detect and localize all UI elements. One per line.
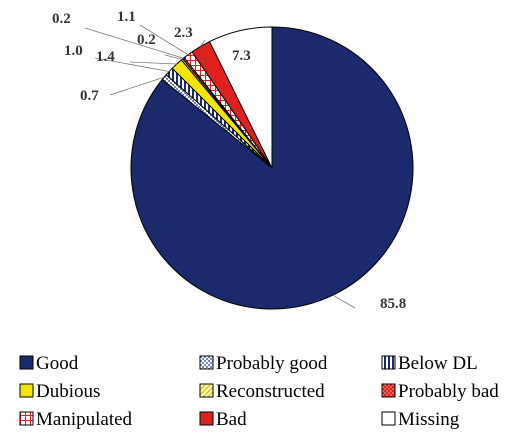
legend-item-probably-bad: Probably bad <box>381 381 499 402</box>
data-label-manipulated: 1.1 <box>117 9 136 25</box>
data-label-dubious: 1.4 <box>96 49 115 65</box>
data-label-probably-good: 0.7 <box>80 88 99 104</box>
data-label-probably-bad: 0.2 <box>52 11 71 27</box>
data-label-bad: 2.3 <box>174 25 193 41</box>
legend-swatch <box>381 355 396 370</box>
leader-line <box>129 61 177 65</box>
legend-swatch <box>199 411 214 426</box>
leader-line <box>332 294 356 309</box>
legend-item-below-dl: Below DL <box>381 353 478 374</box>
legend-item-probably-good: Probably good <box>199 353 328 374</box>
legend-label: Probably bad <box>398 381 499 402</box>
pie-slices <box>130 26 414 310</box>
legend-label: Probably good <box>216 353 328 374</box>
legend-item-dubious: Dubious <box>19 381 100 402</box>
legend-label: Missing <box>398 409 460 430</box>
leader-line <box>139 24 189 56</box>
legend-label: Reconstructed <box>216 381 325 402</box>
leader-line <box>200 39 206 47</box>
data-label-below-dl: 1.0 <box>64 43 83 59</box>
leader-line <box>84 27 184 59</box>
legend-swatch <box>199 383 214 398</box>
legend-label: Dubious <box>36 381 100 402</box>
legend-label: Good <box>36 353 79 374</box>
legend-swatch <box>381 411 396 426</box>
data-label-reconstructed: 0.2 <box>137 32 156 48</box>
legend-swatch <box>381 383 396 398</box>
legend-item-manipulated: Manipulated <box>19 409 133 430</box>
slice-missing <box>208 26 273 169</box>
legend: Good Probably good Below DL Dubious Reconstr… <box>19 353 499 430</box>
leader-line <box>94 57 170 72</box>
legend-item-missing: Missing <box>381 409 460 430</box>
legend-swatch <box>19 383 34 398</box>
data-labels: 85.80.71.0 1.40.20.2 1.12.37.3 <box>52 9 406 312</box>
legend-swatch <box>19 355 34 370</box>
legend-item-bad: Bad <box>199 409 247 430</box>
legend-item-reconstructed: Reconstructed <box>199 381 325 402</box>
legend-swatch <box>199 355 214 370</box>
legend-swatch <box>19 411 34 426</box>
legend-label: Bad <box>216 409 247 430</box>
leader-line <box>109 76 165 96</box>
leader-lines <box>84 24 356 309</box>
leader-line <box>164 54 183 60</box>
legend-label: Below DL <box>398 353 478 374</box>
data-label-good: 85.8 <box>380 296 406 312</box>
legend-label: Manipulated <box>36 409 133 430</box>
data-label-missing: 7.3 <box>232 48 251 64</box>
legend-item-good: Good <box>19 353 79 374</box>
